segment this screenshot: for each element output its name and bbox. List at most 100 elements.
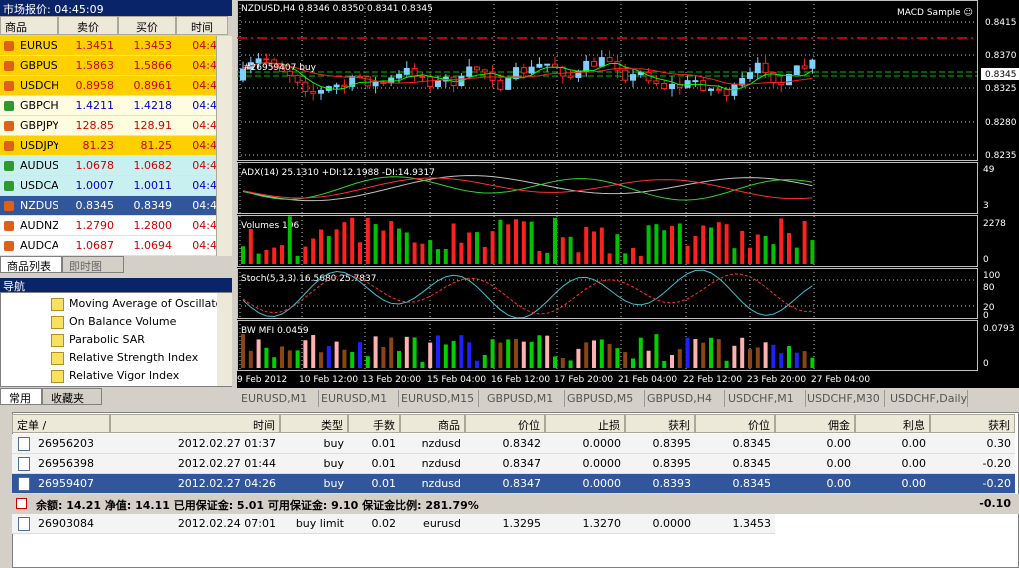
nav-item[interactable]: Relative Vigor Index [69,369,180,382]
terminal-cell[interactable]: 1.3453 [695,514,775,534]
terminal-cell[interactable]: 0.00 [775,434,855,454]
mw-cell[interactable]: 1.2790 [58,216,118,236]
terminal-cell[interactable]: 0.00 [855,434,930,454]
chart-tab[interactable]: GBPUSD,M1 [483,390,565,407]
mw-cell[interactable]: USDCHF [0,76,66,96]
mw-cell[interactable]: 1.4218 [118,96,176,116]
mw-cell[interactable]: 1.0682 [118,156,176,176]
chart-tab[interactable]: USDCHF,Daily [886,390,968,407]
terminal-cell[interactable]: 0.0000 [545,454,625,474]
terminal-cell[interactable]: nzdusd [400,434,465,454]
mw-cell[interactable]: 0.8961 [118,76,176,96]
terminal-cell[interactable]: 1.3270 [545,514,625,534]
mw-cell[interactable]: 81.25 [118,136,176,156]
terminal-cell[interactable]: 0.8393 [625,474,695,494]
chart-tab[interactable]: EURUSD,M1 [317,390,399,407]
mw-cell[interactable]: GBPUSD [0,56,66,76]
terminal-cell[interactable]: 2012.02.27 04:26 [110,474,280,494]
nav-item[interactable]: Parabolic SAR [69,333,145,346]
mw-cell[interactable]: 1.0678 [58,156,118,176]
mw-cell[interactable]: 0.8958 [58,76,118,96]
mw-cell[interactable]: 1.0694 [118,236,176,256]
terminal-cell[interactable]: buy [280,474,348,494]
bwmfi-bar [685,337,690,368]
mw-cell[interactable]: 1.0011 [118,176,176,196]
terminal-cell[interactable]: 26956203 [12,434,110,454]
mw-cell[interactable]: EURUSD [0,36,66,56]
chart-tab[interactable]: EURUSD,M1 [237,390,319,407]
terminal-cell[interactable]: 0.8342 [465,434,545,454]
mw-cell[interactable]: USDCAD [0,176,67,196]
terminal-cell[interactable]: 0.00 [855,474,930,494]
terminal-cell[interactable]: 0.02 [348,514,400,534]
terminal-cell[interactable]: nzdusd [400,474,465,494]
chart-tab[interactable]: GBPUSD,H4 [643,390,725,407]
terminal-cell[interactable]: nzdusd [400,454,465,474]
terminal-cell[interactable]: 0.0000 [545,434,625,454]
chart-tab[interactable]: USDCHF,M30 [803,390,885,407]
mw-cell[interactable]: 0.8349 [118,196,176,216]
chart-tab[interactable]: USDCHF,M1 [724,390,806,407]
mw-cell[interactable]: AUDCAD [0,236,68,256]
terminal-cell[interactable]: 0.0000 [625,514,695,534]
nav-tab[interactable]: 常用 [0,388,42,405]
chart-tab[interactable]: EURUSD,M15 [397,390,479,407]
terminal-cell[interactable]: 0.01 [348,434,400,454]
terminal-cell[interactable]: 2012.02.24 07:01 [110,514,280,534]
mw-cell[interactable]: AUDNZD [0,216,68,236]
nav-tab[interactable]: 收藏夹 [42,388,102,405]
terminal-cell[interactable]: 26903084 [12,514,110,534]
terminal-cell[interactable]: 26959407 [12,474,110,494]
terminal-cell[interactable]: 26956398 [12,454,110,474]
terminal-cell[interactable]: buy [280,454,348,474]
terminal-cell[interactable]: 0.8395 [625,434,695,454]
terminal-cell[interactable]: 0.8347 [465,474,545,494]
chart-window[interactable]: 0.8415 0.8370 0.8325 0.8280 0.8235 0.8345 NZDU… [237,0,1019,388]
terminal-cell[interactable]: 0.8345 [695,434,775,454]
terminal-cell[interactable]: 0.0000 [545,474,625,494]
terminal-cell[interactable]: 0.8345 [695,454,775,474]
terminal-cell[interactable]: 2012.02.27 01:44 [110,454,280,474]
mw-cell[interactable]: 1.2800 [118,216,176,236]
mw-cell[interactable]: 1.3453 [118,36,176,56]
mw-cell[interactable]: 1.5863 [58,56,118,76]
mw-cell[interactable]: 1.0687 [58,236,118,256]
terminal-cell[interactable]: 0.8347 [465,454,545,474]
mw-tab[interactable]: 商品列表 [0,256,62,273]
terminal-cell[interactable]: 0.30 [930,434,1015,454]
mw-cell[interactable]: 1.3451 [58,36,118,56]
terminal-cell[interactable]: 0.8345 [695,474,775,494]
mw-cell[interactable]: 81.23 [58,136,118,156]
chart-tab[interactable]: GBPUSD,M5 [563,390,645,407]
terminal-cell[interactable]: 0.8395 [625,454,695,474]
nav-item[interactable]: On Balance Volume [69,315,177,328]
mw-cell[interactable]: NZDUSD [0,196,68,216]
mw-cell[interactable]: USDJPY [0,136,60,156]
mw-cell[interactable]: GBPCHF [0,96,65,116]
terminal-cell[interactable]: 0.00 [855,454,930,474]
terminal-cell[interactable]: buy limit [280,514,348,534]
mw-cell[interactable]: 128.85 [58,116,118,136]
mw-cell[interactable]: AUDUSD [0,156,68,176]
bwmfi-bar [670,355,674,368]
terminal-cell[interactable]: 0.01 [348,454,400,474]
nav-item[interactable]: Moving Average of Oscillator [69,297,227,310]
mw-cell[interactable]: GBPJPY [0,116,59,136]
mw-tab[interactable]: 即时图 [62,256,124,273]
terminal-cell[interactable]: -0.20 [930,474,1015,494]
mw-cell[interactable]: 0.8345 [58,196,118,216]
terminal-cell[interactable]: -0.20 [930,454,1015,474]
nav-item[interactable]: Relative Strength Index [69,351,199,364]
terminal-cell[interactable]: 1.3295 [465,514,545,534]
mw-cell[interactable]: 1.5866 [118,56,176,76]
terminal-cell[interactable]: 2012.02.27 01:37 [110,434,280,454]
terminal-cell[interactable]: 0.00 [775,474,855,494]
mw-cell[interactable]: 128.91 [118,116,176,136]
terminal-cell[interactable]: 0.01 [348,474,400,494]
mw-cell[interactable]: 1.4211 [58,96,118,116]
terminal-cell[interactable]: eurusd [400,514,465,534]
mw-cell[interactable]: 1.0007 [58,176,118,196]
volume-bar [412,242,417,264]
terminal-cell[interactable]: 0.00 [775,454,855,474]
terminal-cell[interactable]: buy [280,434,348,454]
